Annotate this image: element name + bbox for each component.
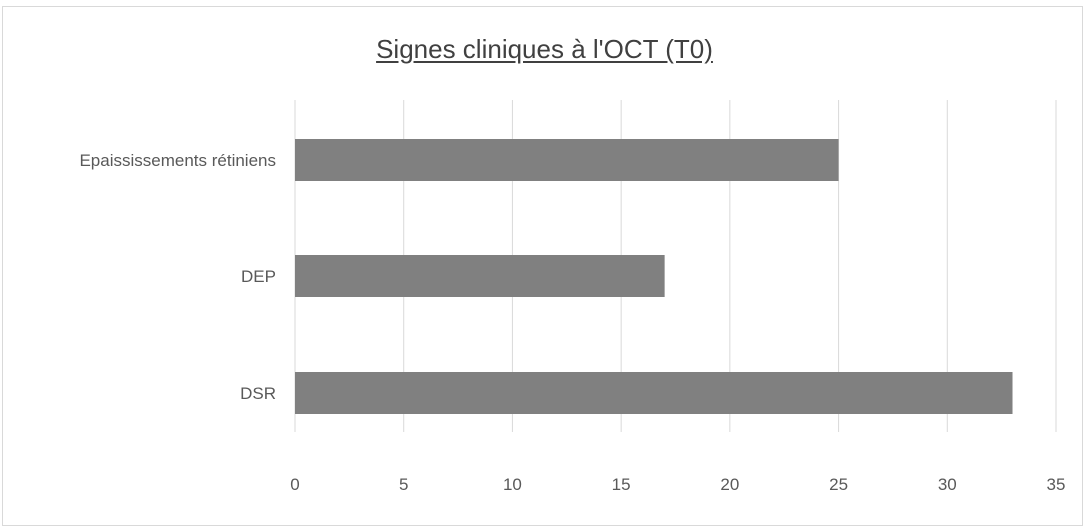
bar [295, 255, 665, 297]
x-tick-label: 5 [399, 475, 408, 494]
x-tick-label: 20 [720, 475, 739, 494]
x-tick-label: 15 [612, 475, 631, 494]
chart-title: Signes cliniques à l'OCT (T0) [376, 34, 713, 64]
x-tick-label: 0 [290, 475, 299, 494]
category-label: DEP [241, 267, 276, 286]
x-tick-label: 10 [503, 475, 522, 494]
bar [295, 372, 1013, 414]
bars [295, 139, 1013, 414]
category-label: Epaississements rétiniens [79, 151, 276, 170]
x-tick-label: 25 [829, 475, 848, 494]
bar [295, 139, 839, 181]
category-label: DSR [240, 384, 276, 403]
bar-chart: Epaississements rétiniens DEP DSR 0 5 10 15 20… [79, 100, 1065, 494]
x-axis-ticks: 0 5 10 15 20 25 30 35 [290, 475, 1065, 494]
x-tick-label: 35 [1047, 475, 1066, 494]
x-tick-label: 30 [938, 475, 957, 494]
category-labels: Epaississements rétiniens DEP DSR [79, 151, 276, 403]
